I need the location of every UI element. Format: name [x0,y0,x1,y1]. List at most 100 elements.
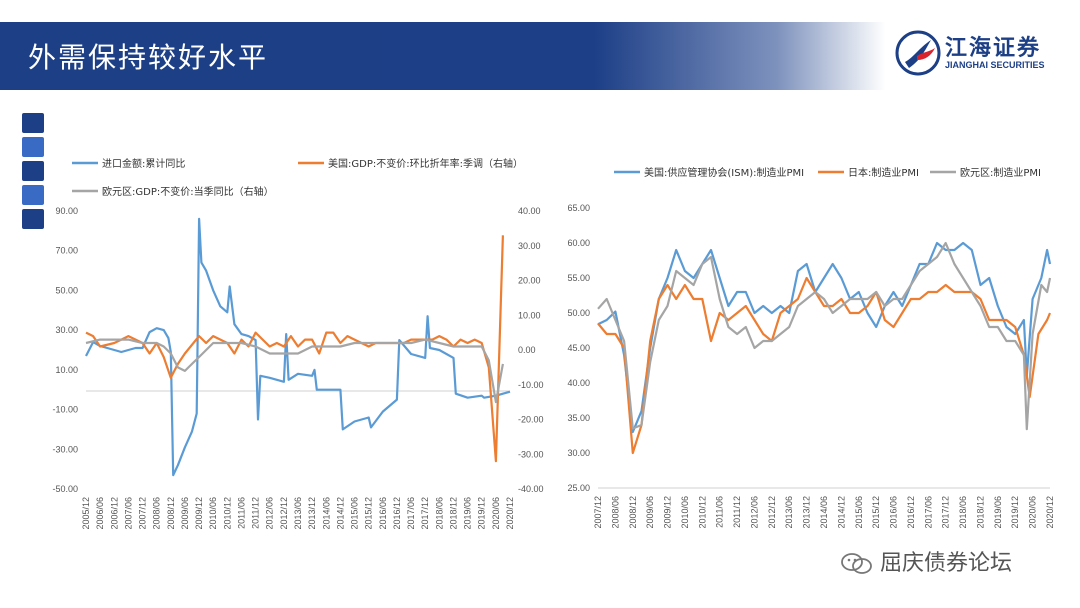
legend-label-1-1: 日本:制造业PMI [848,166,919,179]
y-right-tick-label: 10.00 [518,310,541,320]
x-tick-label: 2008/12 [628,496,638,529]
y-tick-label: -10.00 [52,405,78,415]
x-tick-label: 2020/12 [1045,496,1055,529]
x-tick-label: 2017/12 [941,496,951,529]
y-right-tick-label: -30.00 [518,449,544,459]
x-tick-label: 2017/06 [406,497,416,530]
y-tick-label: 70.00 [55,246,78,256]
x-tick-label: 2016/06 [378,497,388,530]
x-tick-label: 2011/12 [732,496,742,528]
y-tick-label: 10.00 [55,365,78,375]
x-tick-label: 2009/12 [663,496,673,529]
x-tick-label: 2014/06 [819,496,829,529]
x-tick-label: 2019/12 [1010,496,1020,529]
x-tick-label: 2020/12 [505,497,515,530]
y-right-tick-label: 20.00 [518,276,541,286]
x-tick-label: 2017/12 [420,497,430,530]
x-tick-label: 2019/06 [463,497,473,530]
y-right-tick-label: -20.00 [518,415,544,425]
y-tick-label: 25.00 [567,483,590,493]
y-tick-label: 50.00 [55,285,78,295]
wechat-icon [841,553,872,574]
series-line-0-2 [85,338,504,404]
x-tick-label: 2008/06 [152,497,162,530]
x-tick-label: 2010/12 [697,496,707,529]
y-tick-label: 90.00 [55,206,78,216]
y-right-tick-label: 30.00 [518,241,541,251]
y-right-tick-label: 40.00 [518,206,541,216]
y-right-tick-label: -10.00 [518,380,544,390]
y-tick-label: 55.00 [567,273,590,283]
x-tick-label: 2011/06 [715,496,725,528]
y-tick-label: 60.00 [567,238,590,248]
series-line-1-0 [597,241,1052,434]
x-tick-label: 2009/12 [194,497,204,530]
header-banner [0,22,1080,90]
x-tick-label: 2015/06 [350,497,360,530]
x-tick-label: 2015/06 [854,496,864,529]
logo-english-name: JIANGHAI SECURITIES [945,60,1045,70]
logo-chinese-name: 江海证券 [945,36,1042,61]
x-tick-label: 2008/06 [610,496,620,529]
series-line-0-1 [85,235,504,463]
x-tick-label: 2006/06 [95,497,105,530]
y-tick-label: 30.00 [567,448,590,458]
x-tick-label: 2018/06 [434,497,444,530]
x-tick-label: 2007/12 [138,497,148,530]
series-line-1-2 [597,241,1052,431]
y-tick-label: 50.00 [567,308,590,318]
x-tick-label: 2013/06 [784,496,794,529]
company-logo: 江海证券 JIANGHAI SECURITIES [895,28,1065,80]
decor-square [22,113,44,133]
x-tick-label: 2012/06 [749,496,759,529]
decor-square [22,209,44,229]
x-tick-label: 2011/06 [236,497,246,529]
x-tick-label: 2019/12 [477,497,487,530]
watermark-text: 屈庆债券论坛 [880,551,1013,576]
x-tick-label: 2012/06 [265,497,275,530]
x-tick-label: 2020/06 [491,497,501,530]
decor-square [22,185,44,205]
x-tick-label: 2016/12 [906,496,916,529]
x-tick-label: 2009/06 [645,496,655,529]
y-right-tick-label: 0.00 [518,345,536,355]
x-tick-label: 2006/12 [109,497,119,530]
legend-label-0-1: 美国:GDP:不变价:环比折年率:季调（右轴） [328,157,523,170]
x-tick-label: 2020/06 [1028,496,1038,529]
x-tick-label: 2015/12 [364,497,374,530]
x-tick-label: 2018/12 [448,497,458,530]
x-tick-label: 2013/12 [307,497,317,530]
y-tick-label: 40.00 [567,378,590,388]
x-tick-label: 2011/12 [251,497,261,529]
x-tick-label: 2014/12 [335,497,345,530]
legend-label-1-2: 欧元区:制造业PMI [960,166,1041,179]
x-tick-label: 2009/06 [180,497,190,530]
y-tick-label: -30.00 [52,444,78,454]
x-tick-label: 2007/12 [593,496,603,529]
x-tick-label: 2010/06 [680,496,690,529]
y-tick-label: 30.00 [55,325,78,335]
y-tick-label: 65.00 [567,203,590,213]
y-tick-label: 45.00 [567,343,590,353]
decor-square [22,137,44,157]
page-title: 外需保持较好水平 [28,41,269,74]
decor-square [22,161,44,181]
jianghai-logo-icon [895,30,941,76]
y-right-tick-label: -40.00 [518,484,544,494]
x-tick-label: 2010/06 [208,497,218,530]
x-tick-label: 2005/12 [81,497,91,530]
x-tick-label: 2013/12 [802,496,812,529]
x-tick-label: 2014/12 [836,496,846,529]
x-tick-label: 2016/06 [889,496,899,529]
x-tick-label: 2018/12 [975,496,985,529]
series-line-0-0 [85,217,511,477]
x-tick-label: 2014/06 [321,497,331,530]
x-tick-label: 2010/12 [222,497,232,530]
x-tick-label: 2007/06 [123,497,133,530]
legend-label-1-0: 美国:供应管理协会(ISM):制造业PMI [644,166,804,179]
x-tick-label: 2018/06 [958,496,968,529]
y-tick-label: 35.00 [567,413,590,423]
legend-label-0-0: 进口金额:累计同比 [102,157,185,170]
